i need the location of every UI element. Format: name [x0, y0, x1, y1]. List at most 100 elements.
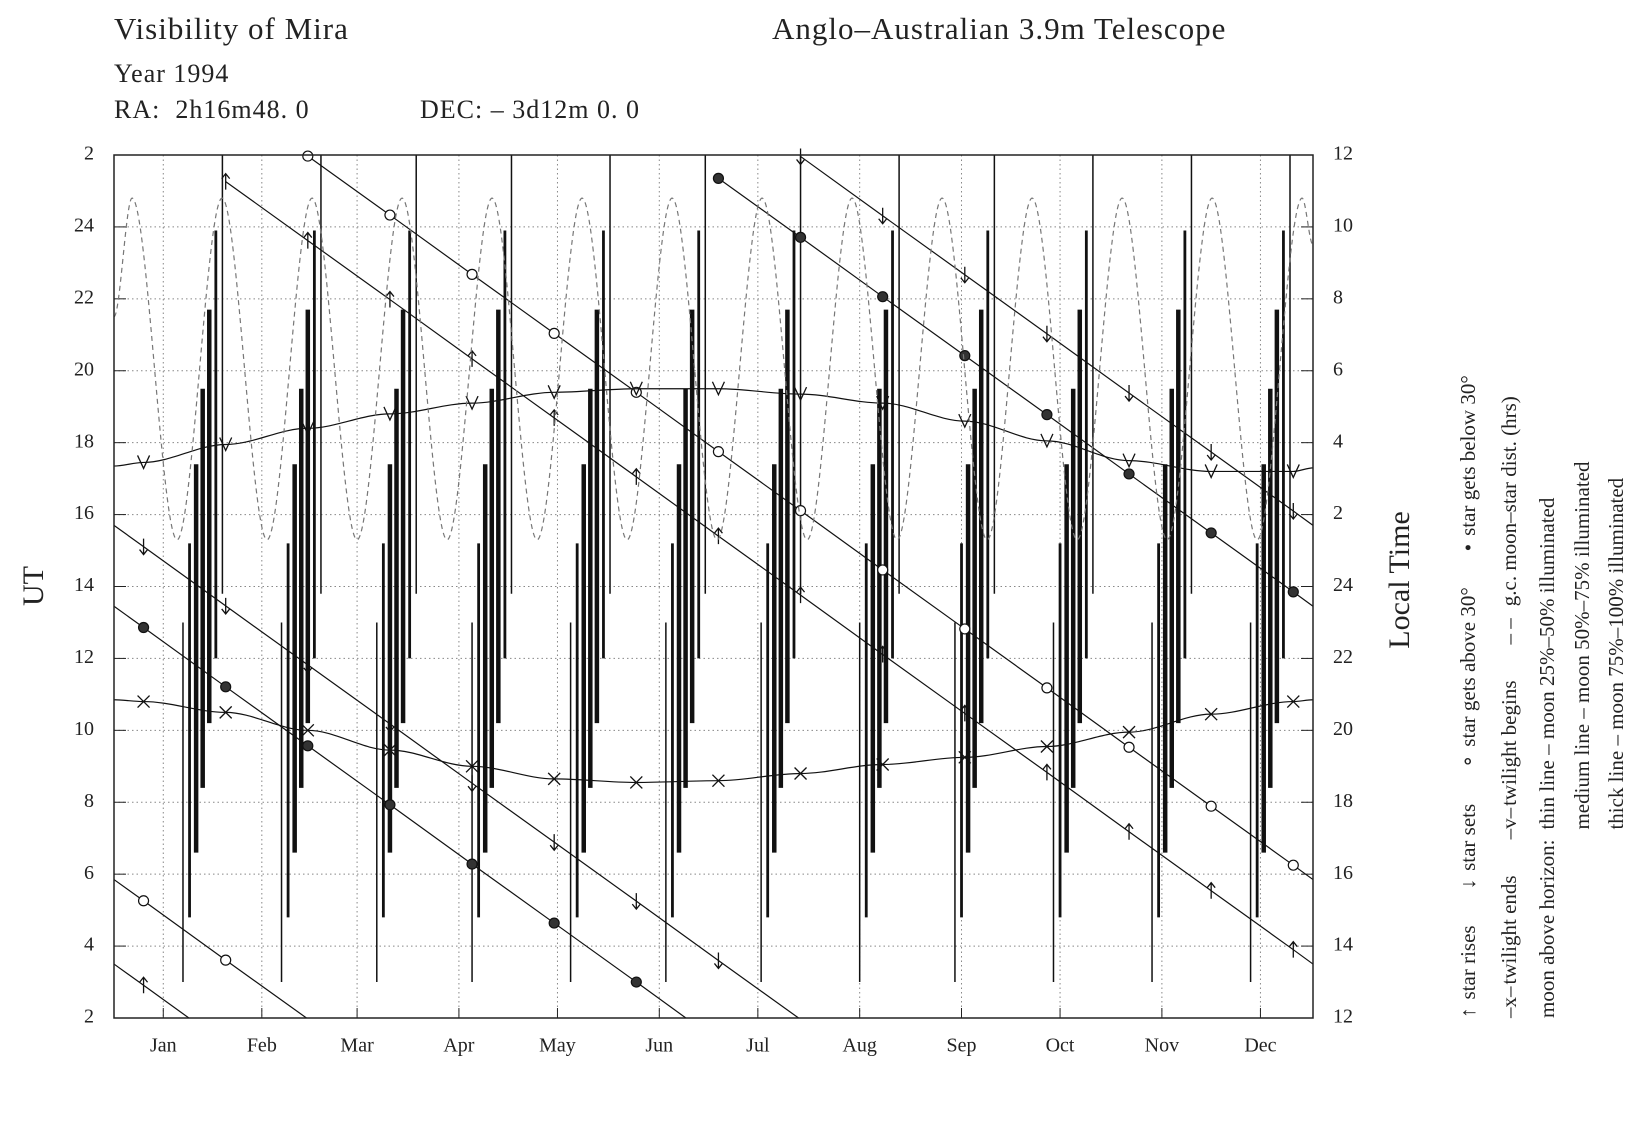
marker — [466, 858, 478, 870]
marker — [1122, 453, 1136, 469]
marker — [219, 437, 233, 453]
marker — [465, 395, 479, 411]
marker — [711, 381, 726, 397]
legend-text: ∘ — [1456, 755, 1480, 768]
marker — [547, 385, 561, 400]
legend-line: –x–twilight ends –v–twilight begins – – g.c… — [1497, 396, 1521, 1019]
marker — [139, 976, 149, 994]
y2-tick-label: 6 — [1333, 358, 1343, 380]
legend-text: ↑ — [1456, 1008, 1480, 1019]
marker — [1123, 468, 1135, 480]
marker — [794, 767, 808, 780]
marker — [630, 976, 642, 988]
y-tick-label: 24 — [74, 215, 94, 237]
legend-text: star sets — [1456, 804, 1480, 871]
marker — [1124, 385, 1134, 403]
marker — [303, 231, 313, 249]
marker — [1041, 409, 1053, 421]
marker — [137, 621, 150, 634]
y2-tick-label: 12 — [1333, 1006, 1353, 1028]
marker — [631, 467, 641, 485]
legend-text: twilight begins — [1497, 680, 1521, 805]
marker — [1205, 800, 1217, 812]
y-tick-label: 14 — [74, 574, 94, 596]
marker — [1041, 682, 1053, 694]
marker — [548, 917, 560, 929]
marker — [384, 209, 396, 221]
x-tick-label: Jan — [150, 1035, 177, 1057]
marker — [959, 350, 971, 362]
marker — [466, 268, 478, 280]
y-tick-label: 8 — [84, 790, 94, 812]
x-tick-label: Mar — [340, 1035, 374, 1057]
marker — [1123, 741, 1135, 753]
marker — [876, 758, 890, 771]
marker — [384, 799, 396, 811]
marker — [1288, 502, 1298, 521]
marker — [1204, 707, 1218, 721]
moon-distance-line — [113, 197, 1314, 541]
marker — [794, 231, 807, 243]
y-tick-label: 4 — [84, 934, 94, 956]
legend-line: medium line – moon 50%–75% illuminated — [1570, 461, 1594, 830]
y-tick-label: 16 — [74, 502, 94, 524]
marker — [303, 656, 313, 674]
marker — [1287, 586, 1299, 598]
marker — [796, 586, 806, 604]
marker — [878, 645, 888, 663]
marker — [467, 349, 477, 367]
series-line — [113, 155, 1314, 1019]
marker — [712, 446, 725, 458]
y-axis-label: UT — [17, 566, 50, 606]
y2-tick-label: 22 — [1333, 646, 1353, 668]
marker — [629, 776, 643, 789]
marker — [713, 952, 723, 970]
y2-tick-label: 10 — [1333, 215, 1353, 237]
x-tick-label: Nov — [1145, 1035, 1179, 1057]
legend-line: thick line – moon 75%–100% illuminated — [1604, 477, 1628, 829]
y-tick-label: 20 — [74, 358, 94, 380]
x-tick-label: Apr — [443, 1035, 474, 1057]
legend-text: star rises — [1456, 925, 1480, 999]
marker — [958, 413, 972, 429]
marker — [958, 750, 972, 764]
marker — [385, 290, 395, 308]
year-label: Year 1994 — [114, 59, 229, 88]
marker — [221, 597, 231, 615]
marker — [549, 834, 559, 852]
plot-frame — [113, 154, 1314, 1019]
marker — [220, 681, 232, 693]
x-tick-label: Jul — [746, 1035, 770, 1057]
marker — [1205, 527, 1217, 539]
marker — [137, 895, 150, 907]
marker — [1040, 740, 1054, 753]
x-tick-label: Feb — [247, 1035, 277, 1057]
marker — [1122, 725, 1136, 739]
marker — [302, 740, 314, 752]
marker — [137, 695, 151, 709]
marker — [960, 704, 970, 722]
x-tick-label: Aug — [842, 1035, 876, 1057]
marker — [385, 715, 395, 733]
legend-text: thick line – moon 75%–100% illuminated — [1604, 477, 1628, 829]
marker — [547, 772, 561, 786]
chart-title: Visibility of Mira — [114, 11, 349, 46]
legend-text: g.c. moon–star dist. (hrs) — [1497, 396, 1521, 606]
marker — [302, 150, 314, 162]
x-tick-label: Dec — [1244, 1035, 1276, 1057]
y-tick-label: 6 — [84, 862, 94, 884]
y2-tick-label: 4 — [1333, 430, 1343, 452]
marker — [1040, 433, 1054, 449]
legend-text: twilight ends — [1497, 875, 1521, 984]
marker — [139, 538, 149, 556]
legend-text: moon above horizon: — [1535, 840, 1559, 1018]
marker — [1204, 464, 1218, 479]
marker — [1286, 464, 1300, 479]
marker — [301, 723, 315, 737]
legend-line: moon above horizon: thin line – moon 25%–… — [1535, 497, 1559, 1018]
y2-tick-label: 18 — [1333, 790, 1353, 812]
marker — [712, 172, 725, 184]
series-line — [113, 388, 1314, 473]
marker — [794, 505, 807, 517]
y-tick-label: 12 — [74, 646, 94, 668]
